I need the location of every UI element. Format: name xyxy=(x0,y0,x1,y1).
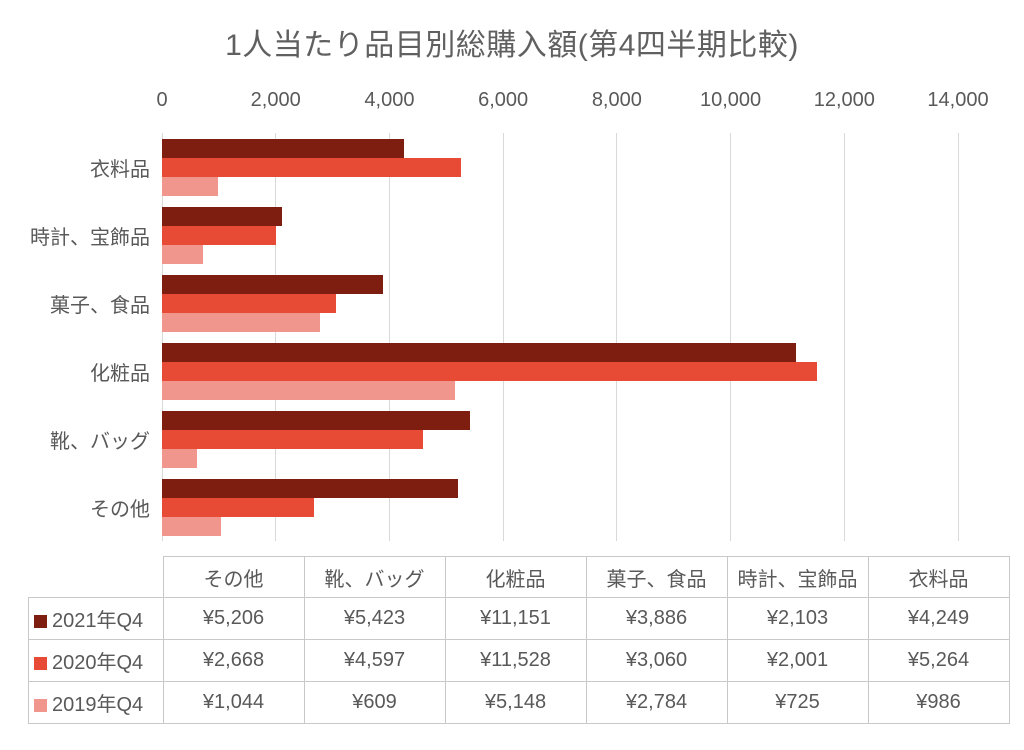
bar xyxy=(162,177,219,196)
x-tick-label: 8,000 xyxy=(591,89,642,111)
table-value-cell: ¥609 xyxy=(303,681,446,724)
table-column-header: 靴、バッグ xyxy=(303,556,446,598)
table-value-cell: ¥2,103 xyxy=(726,597,869,640)
gridline xyxy=(388,133,390,541)
bar xyxy=(162,430,424,449)
table-row: 2021年Q4 ¥5,206 ¥5,423 ¥11,151 ¥3,886 ¥2,103 ¥4… xyxy=(28,597,1010,640)
bar xyxy=(162,517,222,536)
table-corner-cell xyxy=(29,557,164,598)
chart-title: 1人当たり品目別総購入額(第4四半期比較) xyxy=(225,29,799,62)
table-value-cell: ¥3,886 xyxy=(585,597,728,640)
gridline xyxy=(161,133,163,541)
bar xyxy=(162,226,276,245)
data-table: その他 靴、バッグ 化粧品 菓子、食品 時計、宝飾品 衣料品 2021年Q4 ¥5,206 ¥5… xyxy=(28,556,1010,724)
x-tick-label: 6,000 xyxy=(478,89,529,111)
x-tick-label: 2,000 xyxy=(250,89,301,111)
table-value-cell: ¥5,148 xyxy=(444,681,587,724)
bar xyxy=(162,158,462,177)
bar xyxy=(162,207,282,226)
bar xyxy=(162,275,383,294)
x-tick-label: 12,000 xyxy=(813,89,875,111)
table-value-cell: ¥986 xyxy=(867,681,1010,724)
x-tick-label: 14,000 xyxy=(927,89,989,111)
bar xyxy=(162,479,458,498)
table-column-header: 衣料品 xyxy=(867,556,1010,598)
category-label: 時計、宝飾品 xyxy=(30,226,150,249)
category-axis: 衣料品時計、宝飾品菓子、食品化粧品靴、バッグその他 xyxy=(0,133,150,541)
series-name-cell: 2020年Q4 xyxy=(28,639,164,682)
table-value-cell: ¥5,206 xyxy=(162,597,305,640)
category-label: 化粧品 xyxy=(90,362,150,385)
legend-swatch-icon xyxy=(34,699,47,712)
table-column-header: 化粧品 xyxy=(444,556,587,598)
series-name-cell: 2021年Q4 xyxy=(28,597,164,640)
table-value-cell: ¥5,423 xyxy=(303,597,446,640)
bar xyxy=(162,139,404,158)
gridline xyxy=(730,133,732,541)
table-value-cell: ¥2,001 xyxy=(726,639,869,682)
series-name-cell: 2019年Q4 xyxy=(28,681,164,724)
legend-swatch-icon xyxy=(34,657,47,670)
bar xyxy=(162,449,197,468)
gridline xyxy=(957,133,959,541)
bar xyxy=(162,313,321,332)
table-column-header: 時計、宝飾品 xyxy=(726,556,869,598)
gridline xyxy=(275,133,277,541)
bar xyxy=(162,245,204,264)
bar xyxy=(162,381,455,400)
table-value-cell: ¥2,668 xyxy=(162,639,305,682)
table-column-header: その他 xyxy=(162,556,305,598)
x-axis-ticks: 0 2,000 4,000 6,000 8,000 10,000 12,000 14,000 xyxy=(156,88,988,112)
series-name: 2020年Q4 xyxy=(52,652,144,674)
bar xyxy=(162,343,796,362)
table-value-cell: ¥725 xyxy=(726,681,869,724)
category-label: 衣料品 xyxy=(90,158,150,181)
category-label: その他 xyxy=(90,498,150,521)
gridline xyxy=(843,133,845,541)
table-value-cell: ¥11,151 xyxy=(444,597,587,640)
plot-area xyxy=(161,133,959,541)
legend-swatch-icon xyxy=(34,615,47,628)
table-value-cell: ¥4,249 xyxy=(867,597,1010,640)
table-row: 2019年Q4 ¥1,044 ¥609 ¥5,148 ¥2,784 ¥725 ¥986 xyxy=(28,681,1010,724)
table-row: 2020年Q4 ¥2,668 ¥4,597 ¥11,528 ¥3,060 ¥2,001 ¥5… xyxy=(28,639,1010,682)
series-name: 2019年Q4 xyxy=(52,694,144,716)
table-value-cell: ¥4,597 xyxy=(303,639,446,682)
x-tick-label: 10,000 xyxy=(699,89,762,111)
table-value-cell: ¥11,528 xyxy=(444,639,587,682)
gridline xyxy=(616,133,618,541)
bar xyxy=(162,498,314,517)
table-value-cell: ¥5,264 xyxy=(867,639,1010,682)
table-value-cell: ¥2,784 xyxy=(585,681,728,724)
series-name: 2021年Q4 xyxy=(52,610,144,632)
bar xyxy=(162,294,336,313)
x-tick-label: 0 xyxy=(156,89,168,111)
table-value-cell: ¥3,060 xyxy=(585,639,728,682)
category-label: 菓子、食品 xyxy=(50,294,150,317)
category-label: 靴、バッグ xyxy=(50,430,150,453)
bar xyxy=(162,411,471,430)
gridline xyxy=(502,133,504,541)
table-column-header: 菓子、食品 xyxy=(585,556,728,598)
x-tick-label: 4,000 xyxy=(364,89,415,111)
table-value-cell: ¥1,044 xyxy=(162,681,305,724)
bar xyxy=(162,362,818,381)
